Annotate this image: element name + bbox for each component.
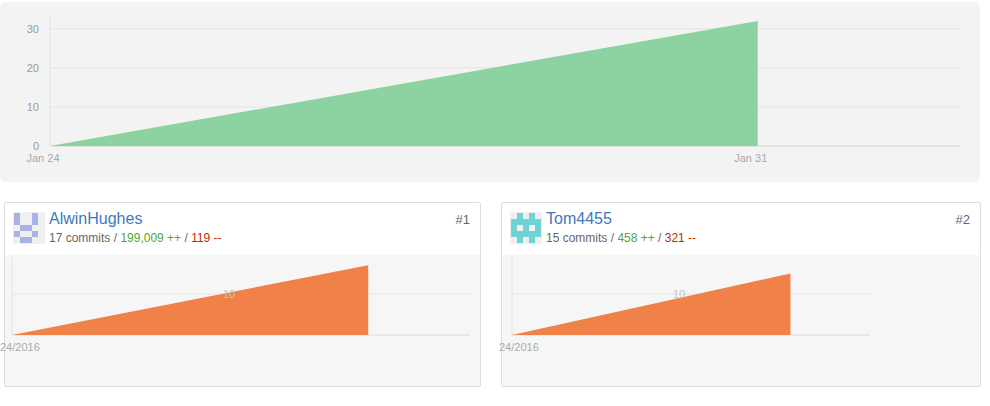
area	[50, 21, 758, 146]
x-tick-label: 24/2016	[0, 341, 40, 353]
contributor-rank: #1	[456, 212, 470, 227]
y-tick-label: 10	[27, 101, 39, 113]
area	[12, 265, 368, 335]
plot-area	[12, 265, 368, 335]
deletions: 321 --	[665, 231, 696, 245]
x-tick-label: Jan 24	[26, 152, 59, 164]
separator: /	[655, 231, 665, 245]
grid-line	[512, 293, 870, 294]
plot-area	[50, 21, 758, 146]
y-tick-label: 20	[27, 62, 39, 74]
x-tick-label: 24/2016	[499, 341, 539, 353]
chart: 0 10 20 30 Jan 24 Jan 31	[26, 17, 960, 164]
avatar	[13, 212, 45, 244]
y-tick-label: 10	[223, 288, 235, 300]
separator: /	[181, 231, 191, 245]
contributor-name[interactable]: Tom4455	[546, 210, 612, 228]
area	[512, 273, 790, 335]
avatar-pixel	[529, 237, 535, 243]
avatar-pixel	[517, 237, 523, 243]
y-axis-line	[512, 257, 513, 335]
grid-line	[50, 28, 960, 29]
additions: 199,009 ++	[120, 231, 181, 245]
chart-overlay: 0 10 20 30 Jan 24 Jan 31 10 24/2016 10 24/2016	[0, 0, 990, 406]
chart: 10 24/2016	[0, 257, 470, 353]
y-axis-line	[12, 257, 13, 335]
deletions: 119 --	[191, 231, 221, 245]
commits: 17 commits	[49, 231, 110, 245]
y-tick-label: 10	[673, 288, 685, 300]
contributor-stats: 15 commits / 458 ++ / 321 --	[546, 231, 696, 245]
avatar-pixel	[32, 231, 38, 237]
additions: 458 ++	[617, 231, 654, 245]
chart: 10 24/2016	[499, 257, 870, 353]
y-tick-label: 30	[27, 23, 39, 35]
y-tick-label: 0	[33, 140, 39, 152]
commits: 15 commits	[546, 231, 607, 245]
avatar-pixel	[26, 237, 32, 243]
plot-area	[512, 273, 790, 335]
avatar-pixel	[535, 231, 541, 237]
separator: /	[607, 231, 617, 245]
contributor-rank: #2	[956, 212, 970, 227]
x-tick-label: Jan 31	[734, 152, 767, 164]
separator: /	[110, 231, 120, 245]
contributor-name[interactable]: AlwinHughes	[49, 210, 142, 228]
avatar-pixel	[32, 219, 38, 225]
avatar	[510, 212, 542, 244]
y-axis-line	[50, 17, 51, 146]
contributor-stats: 17 commits / 199,009 ++ / 119 --	[49, 231, 222, 245]
